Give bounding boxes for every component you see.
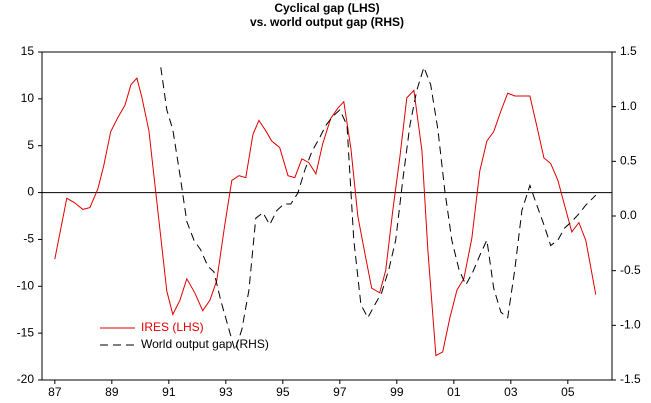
y2-tick-label: -0.5 [620, 263, 641, 277]
x-tick-label: 05 [561, 385, 575, 399]
y-tick-label: -20 [17, 372, 35, 386]
y-tick-label: -15 [17, 325, 35, 339]
y2-tick-label: 1.5 [620, 44, 637, 58]
y-tick-label: 5 [27, 138, 34, 152]
y2-tick-label: 0.5 [620, 154, 637, 168]
y-tick-label: 10 [21, 91, 35, 105]
x-tick-label: 93 [219, 385, 233, 399]
x-tick-label: 87 [48, 385, 62, 399]
y2-tick-label: -1.0 [620, 318, 641, 332]
series-line [160, 65, 597, 353]
y2-tick-label: 0.0 [620, 208, 637, 222]
legend-label: World output gap (RHS) [141, 337, 269, 351]
chart-subtitle: vs. world output gap (RHS) [250, 15, 404, 29]
y2-tick-label: 1.0 [620, 99, 637, 113]
y-tick-label: -5 [23, 232, 34, 246]
chart-title: Cyclical gap (LHS) [274, 1, 379, 15]
y-tick-label: 15 [21, 44, 35, 58]
y-tick-label: 0 [27, 185, 34, 199]
x-tick-label: 91 [162, 385, 176, 399]
series-line [54, 77, 597, 357]
legend-label: IRES (LHS) [141, 320, 204, 334]
plot-frame [41, 51, 613, 381]
x-tick-label: 99 [390, 385, 404, 399]
y2-tick-label: -1.5 [620, 372, 641, 386]
x-tick-label: 01 [447, 385, 461, 399]
y-tick-label: -10 [17, 278, 35, 292]
x-tick-label: 97 [333, 385, 347, 399]
x-tick-label: 89 [105, 385, 119, 399]
x-tick-label: 95 [276, 385, 290, 399]
x-tick-label: 03 [504, 385, 518, 399]
